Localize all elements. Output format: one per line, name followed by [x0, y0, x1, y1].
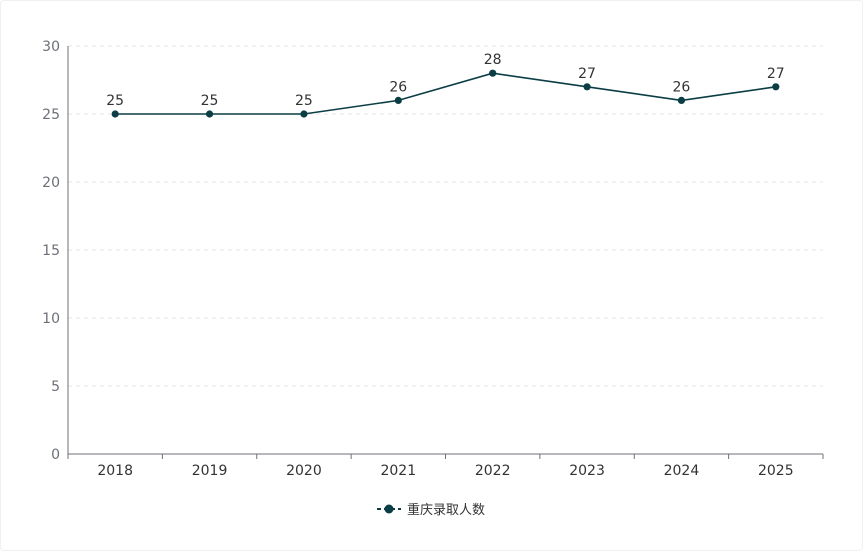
grid-lines [68, 45, 823, 387]
data-label: 25 [201, 93, 219, 109]
legend[interactable]: 重庆录取人数 [377, 502, 485, 518]
x-tick-label: 2024 [664, 463, 700, 479]
data-point [111, 110, 119, 118]
y-tick-label: 25 [42, 107, 60, 123]
x-tick-label: 2020 [286, 463, 322, 479]
y-tick-label: 10 [42, 311, 60, 327]
legend-marker [384, 504, 394, 514]
y-tick-label: 5 [51, 379, 60, 395]
data-point [205, 110, 214, 118]
x-tick-label: 2021 [380, 463, 416, 479]
x-tick-label: 2023 [569, 463, 605, 479]
y-axis: 0 5 10 15 20 25 30 [42, 39, 69, 463]
x-tick-label: 2022 [475, 463, 511, 479]
x-tick-label: 2019 [192, 463, 228, 479]
y-tick-label: 30 [42, 39, 60, 55]
data-label: 25 [295, 93, 313, 109]
y-tick-label: 15 [42, 243, 60, 259]
data-point [394, 96, 402, 104]
x-axis: 2018 2019 2020 2021 2022 2023 2024 2025 [67, 453, 824, 479]
data-point [489, 69, 497, 77]
x-tick-label: 2025 [758, 463, 794, 479]
y-tick-label: 0 [51, 447, 60, 463]
legend-label: 重庆录取人数 [407, 502, 485, 518]
data-label: 25 [106, 93, 124, 109]
x-tick-label: 2018 [97, 463, 133, 479]
data-label: 27 [578, 66, 596, 82]
series-group: 25 25 25 26 28 27 26 27 [106, 52, 785, 118]
data-point [583, 83, 591, 91]
data-label: 28 [484, 52, 502, 68]
series-line [115, 72, 776, 115]
data-label: 26 [389, 79, 407, 95]
y-tick-label: 20 [42, 175, 60, 191]
data-point [300, 110, 308, 118]
data-label: 27 [767, 66, 785, 82]
data-label: 26 [673, 79, 691, 95]
data-point [772, 83, 780, 91]
data-point [677, 96, 686, 104]
